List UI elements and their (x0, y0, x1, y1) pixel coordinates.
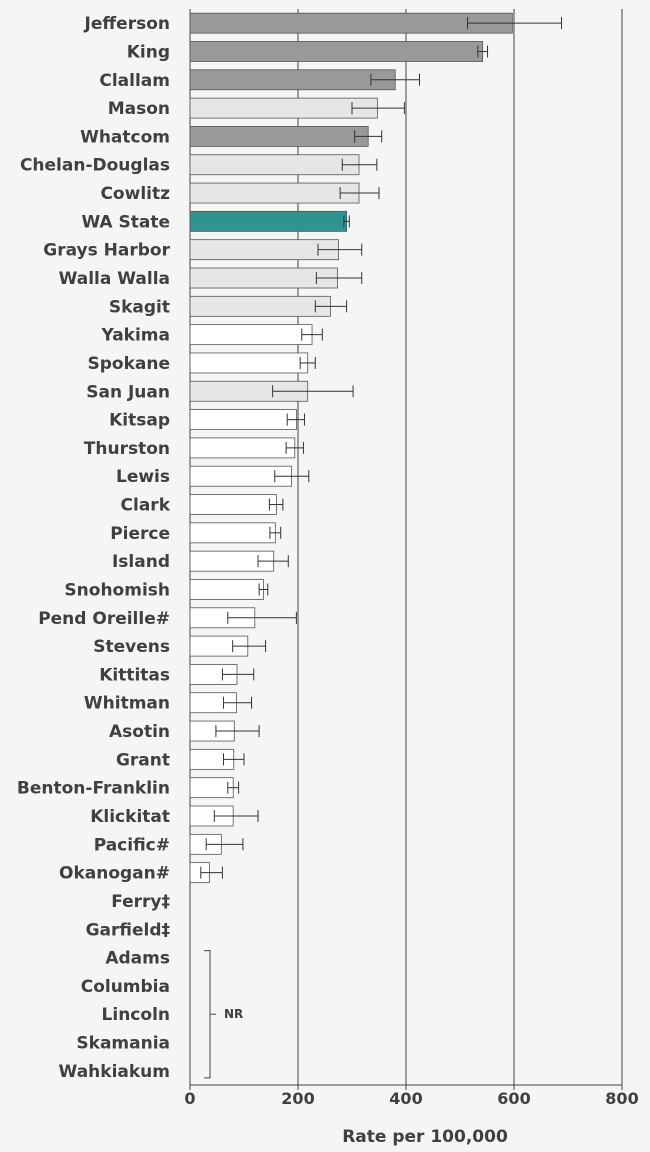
category-label: King (127, 42, 170, 62)
category-label: Grant (116, 750, 170, 770)
error-bars (200, 17, 563, 879)
category-label: WA State (81, 212, 170, 232)
category-label: Ferry‡ (111, 892, 170, 912)
category-label: Jefferson (84, 14, 170, 34)
bar (189, 97, 378, 119)
category-label: Grays Harbor (43, 241, 170, 261)
category-label: Columbia (81, 977, 170, 997)
bar (189, 777, 234, 799)
category-label: San Juan (86, 382, 170, 402)
bar (189, 494, 277, 515)
bar (189, 126, 369, 147)
category-label: Lincoln (102, 1005, 170, 1025)
category-labels: Jefferson King Clallam Mason Whatcom Chelan-D… (17, 14, 171, 1082)
category-label: Mason (108, 99, 170, 119)
bar (189, 409, 297, 430)
x-tick-label: 800 (605, 1089, 638, 1108)
bar (189, 324, 313, 346)
bar (189, 12, 513, 34)
category-label: Benton-Franklin (17, 779, 170, 799)
bar (189, 295, 331, 317)
category-label: Snohomish (64, 580, 170, 600)
category-label: Kitsap (109, 411, 170, 431)
bar (189, 41, 484, 62)
bar (189, 267, 338, 289)
bar (189, 352, 309, 374)
category-label: Chelan-Douglas (20, 156, 170, 176)
x-tick-label: 200 (281, 1089, 314, 1108)
bar (189, 522, 276, 544)
bar (189, 239, 339, 261)
category-label: Clallam (99, 71, 170, 91)
category-label: Okanogan# (59, 864, 170, 884)
x-tick-label: 600 (497, 1089, 530, 1108)
nr-bracket (204, 950, 216, 1079)
category-label: Cowlitz (100, 184, 170, 204)
category-label: Pend Oreille# (38, 609, 170, 629)
x-axis-title: Rate per 100,000 (342, 1127, 508, 1147)
category-label: Island (112, 552, 170, 572)
category-label: Lewis (116, 467, 170, 487)
category-label: Kittitas (99, 665, 170, 685)
category-label: Whatcom (80, 127, 170, 147)
x-tick-label: 400 (389, 1089, 422, 1108)
bars (189, 12, 513, 884)
bar (189, 579, 264, 600)
nr-annotation: NR (204, 950, 243, 1079)
category-label: Spokane (87, 354, 170, 374)
x-axis-ticks: 0 200 400 600 800 (184, 1084, 639, 1108)
nr-label: NR (224, 1007, 243, 1021)
category-label: Pacific# (94, 835, 170, 855)
bar (189, 69, 396, 91)
category-label: Skagit (109, 297, 170, 317)
category-label: Klickitat (90, 807, 170, 827)
category-label: Whitman (84, 694, 170, 714)
bar (189, 437, 296, 459)
bar (189, 210, 348, 232)
category-label: Thurston (84, 439, 170, 459)
category-label: Pierce (110, 524, 170, 544)
category-label: Yakima (100, 326, 170, 346)
category-label: Adams (105, 949, 170, 969)
category-label: Asotin (109, 722, 170, 742)
bar (189, 182, 360, 204)
category-label: Clark (121, 496, 171, 516)
bar (189, 154, 360, 176)
category-label: Walla Walla (59, 269, 170, 289)
category-label: Skamania (76, 1034, 170, 1054)
x-tick-label: 0 (184, 1089, 195, 1108)
category-label: Garfield‡ (86, 920, 170, 940)
category-label: Stevens (93, 637, 170, 657)
category-label: Wahkiakum (59, 1062, 170, 1082)
